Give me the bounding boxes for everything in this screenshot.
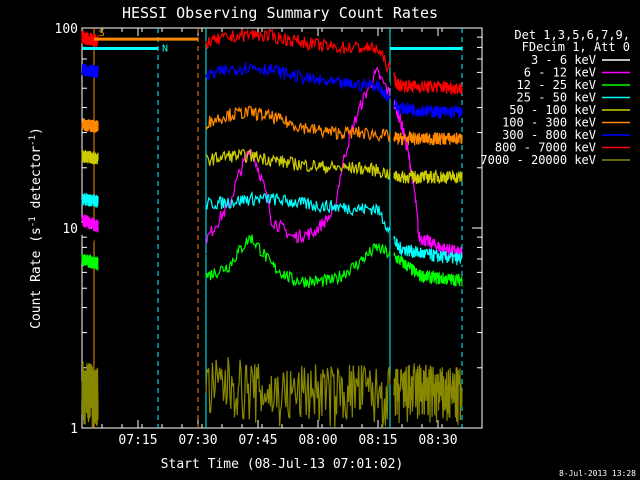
y-label-sup: -1 (28, 216, 38, 227)
legend: Det 1,3,5,6,7,9, FDecim 1, Att 0 3 - 6 k… (480, 28, 630, 167)
series-line-7000-20000-kev (81, 361, 99, 428)
legend-label: 6 - 12 keV (524, 66, 596, 80)
series-line-300-800-kev (81, 63, 99, 79)
x-axis-label: Start Time (08-Jul-13 07:01:02) (161, 457, 404, 472)
x-tick-label: 08:00 (298, 433, 337, 448)
series-line-6-12-kev (81, 213, 99, 233)
series-line-6-12-kev (205, 66, 391, 244)
legend-label: 7000 - 20000 keV (480, 153, 596, 167)
legend-header-1: Det 1,3,5,6,7,9, (514, 28, 630, 42)
y-axis-label: Count Rate (s-1 detector-1) (28, 127, 44, 329)
series-line-50-100-kev (205, 148, 391, 180)
flag-label-s: S (99, 28, 105, 39)
x-tick-label: 08:30 (418, 433, 457, 448)
legend-label: 100 - 300 keV (502, 116, 596, 130)
series-line-100-300-kev (205, 105, 391, 143)
legend-label: 3 - 6 keV (531, 53, 596, 67)
x-tick-label: 07:15 (118, 433, 157, 448)
axis-ticks: 07:15 07:30 07:45 08:00 08:15 08:30 1 10 100 (55, 22, 483, 448)
y-label-tail: detector (29, 146, 44, 217)
plot-frame (81, 27, 483, 429)
series-line-7000-20000-kev (205, 356, 391, 429)
y-tick-label: 10 (62, 222, 78, 237)
legend-header-2: FDecim 1, Att 0 (522, 40, 630, 54)
y-label-close: ) (29, 127, 44, 135)
x-tick-label: 07:45 (238, 433, 277, 448)
series-line-7000-20000-kev (393, 363, 463, 425)
legend-label: 50 - 100 keV (509, 103, 596, 117)
legend-label: 800 - 7000 keV (495, 141, 596, 155)
legend-label: 12 - 25 keV (517, 78, 596, 92)
series-line-25-50-kev (393, 236, 463, 266)
series-lines (81, 28, 463, 429)
series-line-50-100-kev (81, 149, 99, 165)
y-tick-label: 100 (55, 22, 78, 37)
series-line-300-800-kev (205, 62, 391, 103)
attenuator-flags: SN (82, 28, 462, 54)
series-line-800-7000-kev (393, 72, 463, 96)
series-line-100-300-kev (81, 118, 99, 133)
y-label-sup2: -1 (28, 135, 38, 146)
series-line-300-800-kev (393, 97, 463, 119)
legend-label: 300 - 800 keV (502, 128, 596, 142)
series-line-12-25-kev (81, 253, 99, 271)
x-tick-label: 08:15 (358, 433, 397, 448)
timestamp: 8-Jul-2013 13:28 (559, 469, 636, 478)
y-tick-label: 1 (70, 422, 78, 437)
y-label-main: Count Rate (s (29, 227, 44, 329)
x-tick-label: 07:30 (178, 433, 217, 448)
series-line-3-6-kev (205, 56, 391, 297)
chart-title: HESSI Observing Summary Count Rates (122, 4, 438, 22)
series-line-25-50-kev (205, 190, 391, 235)
series-line-100-300-kev (393, 130, 463, 147)
legend-label: 25 - 50 keV (517, 91, 596, 105)
flag-label-n: N (162, 43, 168, 54)
series-line-50-100-kev (393, 169, 463, 185)
series-line-12-25-kev (393, 252, 463, 287)
series-line-25-50-kev (81, 193, 99, 208)
series-line-12-25-kev (205, 234, 391, 288)
series-line-800-7000-kev (205, 28, 391, 74)
